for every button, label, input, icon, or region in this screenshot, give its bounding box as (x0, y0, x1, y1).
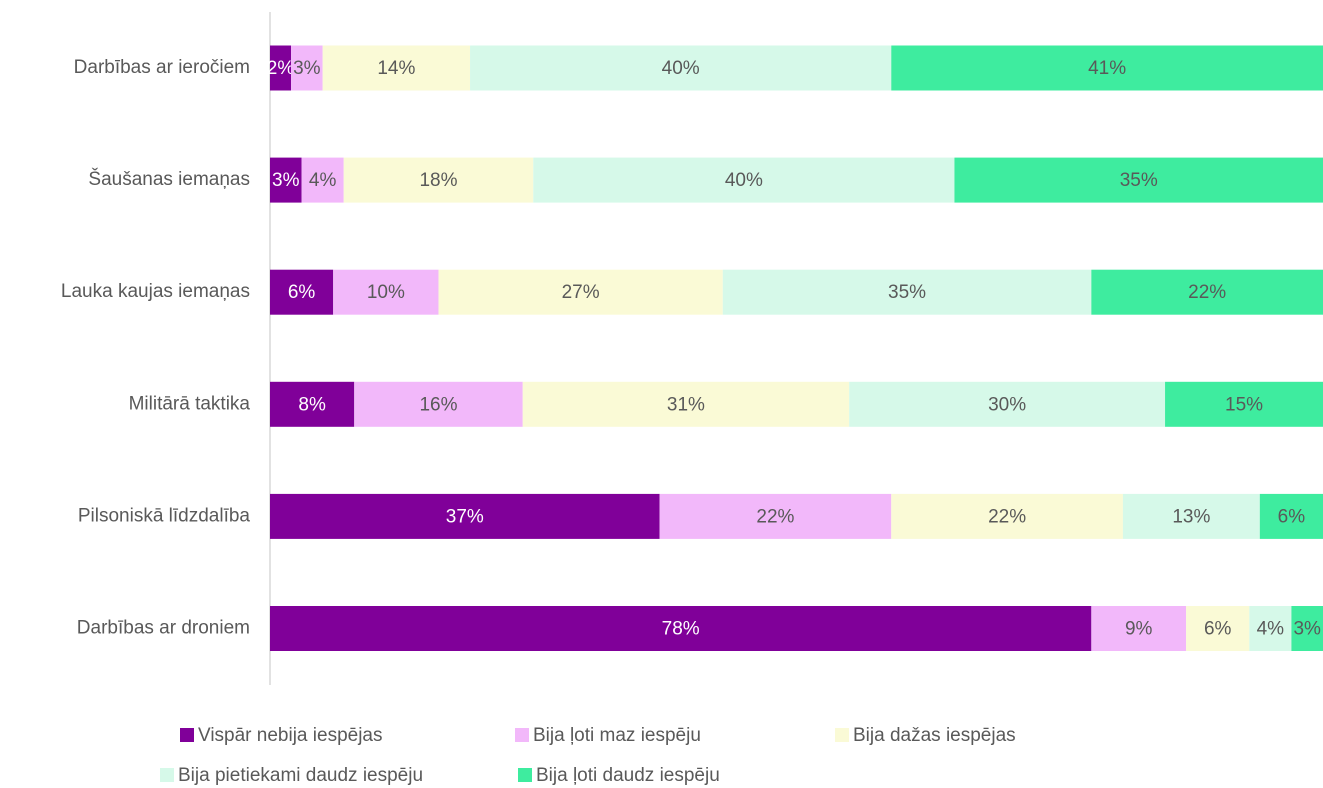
bar-segment (891, 493, 1123, 539)
bar-segment (322, 45, 471, 91)
data-label: 27% (562, 282, 600, 303)
category-label: Darbības ar droniem (77, 618, 250, 639)
legend-marker (518, 768, 532, 782)
data-label: 22% (988, 506, 1026, 527)
legend-marker (160, 768, 174, 782)
bar-segment (301, 157, 344, 203)
bar-segment (891, 45, 1323, 91)
legend-marker (515, 728, 529, 742)
bar-segment (270, 157, 302, 203)
bar-segment (522, 381, 850, 427)
data-label: 14% (377, 58, 415, 79)
legend-label: Bija pietiekami daudz iespēju (178, 765, 423, 786)
bar-segment (270, 269, 334, 315)
data-label: 31% (667, 394, 705, 415)
bar-segment (1259, 493, 1323, 539)
category-label: Darbības ar ieročiem (74, 57, 250, 78)
category-label: Militārā taktika (129, 393, 251, 414)
category-label: Lauka kaujas iemaņas (61, 281, 250, 302)
bar-segment (1091, 606, 1187, 651)
data-label: 18% (419, 170, 457, 191)
data-label: 16% (419, 394, 457, 415)
bar-segment (343, 157, 534, 203)
bar-segment (1091, 269, 1323, 315)
legend-label: Vispār nebija iespējas (198, 725, 383, 746)
legend-label: Bija dažas iespējas (853, 725, 1016, 746)
data-label: 22% (1188, 282, 1226, 303)
bar-segment (659, 493, 892, 539)
bar-segment (1249, 606, 1292, 651)
bar-segment (438, 269, 723, 315)
bar-segment (270, 45, 292, 91)
data-label: 78% (662, 619, 700, 640)
data-label: 35% (1120, 170, 1158, 191)
data-label: 10% (367, 282, 405, 303)
bar-segment (533, 157, 955, 203)
legend-marker (835, 728, 849, 742)
bar-segment (291, 45, 323, 91)
category-label: Pilsoniskā līdzdalība (78, 505, 251, 526)
data-label: 40% (725, 170, 763, 191)
data-label: 8% (298, 394, 326, 415)
bar-segment (470, 45, 892, 91)
bar-segment (1291, 606, 1323, 651)
data-label: 4% (1257, 619, 1285, 640)
bar-segment (849, 381, 1166, 427)
data-label: 3% (1293, 619, 1321, 640)
data-label: 13% (1172, 506, 1210, 527)
data-label: 6% (288, 282, 316, 303)
bar-segment (270, 493, 660, 539)
data-label: 22% (756, 506, 794, 527)
data-label: 4% (309, 170, 337, 191)
category-label: Šaušanas iemaņas (88, 168, 250, 190)
bar-segment (1186, 606, 1250, 651)
bar-segment (1122, 493, 1260, 539)
legend-label: Bija ļoti maz iespēju (533, 725, 701, 746)
bar-segment (270, 606, 1092, 651)
bar-segment (1165, 381, 1323, 427)
data-label: 6% (1204, 619, 1232, 640)
data-label: 37% (446, 506, 484, 527)
bar-segment (722, 269, 1092, 315)
data-label: 3% (293, 58, 321, 79)
data-label: 30% (988, 394, 1026, 415)
data-label: 3% (272, 170, 300, 191)
bar-segment (954, 157, 1323, 203)
data-label: 41% (1088, 58, 1126, 79)
data-label: 9% (1125, 619, 1153, 640)
bar-segment (354, 381, 523, 427)
legend-marker (180, 728, 194, 742)
data-label: 15% (1225, 394, 1263, 415)
data-label: 6% (1278, 506, 1306, 527)
bar-segment (270, 381, 355, 427)
bar-segment (333, 269, 439, 315)
legend-label: Bija ļoti daudz iespēju (536, 765, 720, 786)
data-label: 40% (662, 58, 700, 79)
data-label: 2% (267, 58, 295, 79)
data-label: 35% (888, 282, 926, 303)
